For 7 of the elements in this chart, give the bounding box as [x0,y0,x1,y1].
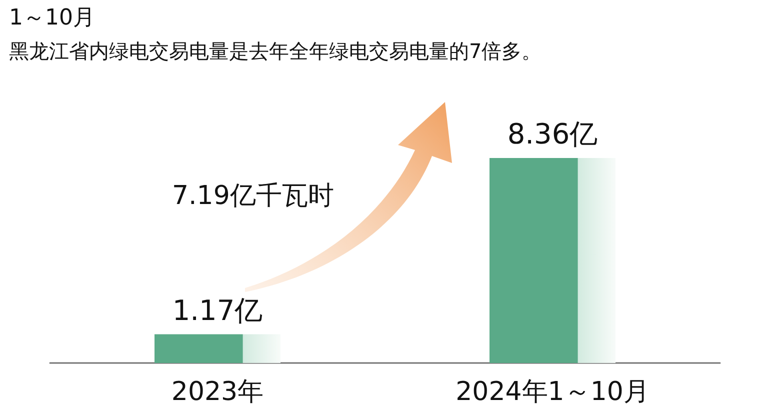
x-tick-label: 2024年1～10月 [456,377,650,407]
annotation: 7.19亿千瓦时 [172,181,334,211]
chart-title: 1～10月 [9,6,95,30]
x-tick-label: 2023年 [171,377,264,407]
data-label: 8.36亿 [507,118,598,150]
data-label: 1.17亿 [172,294,263,327]
chart-subtitle: 黑龙江省内绿电交易电量是去年全年绿电交易电量的7倍多。 [9,39,542,63]
